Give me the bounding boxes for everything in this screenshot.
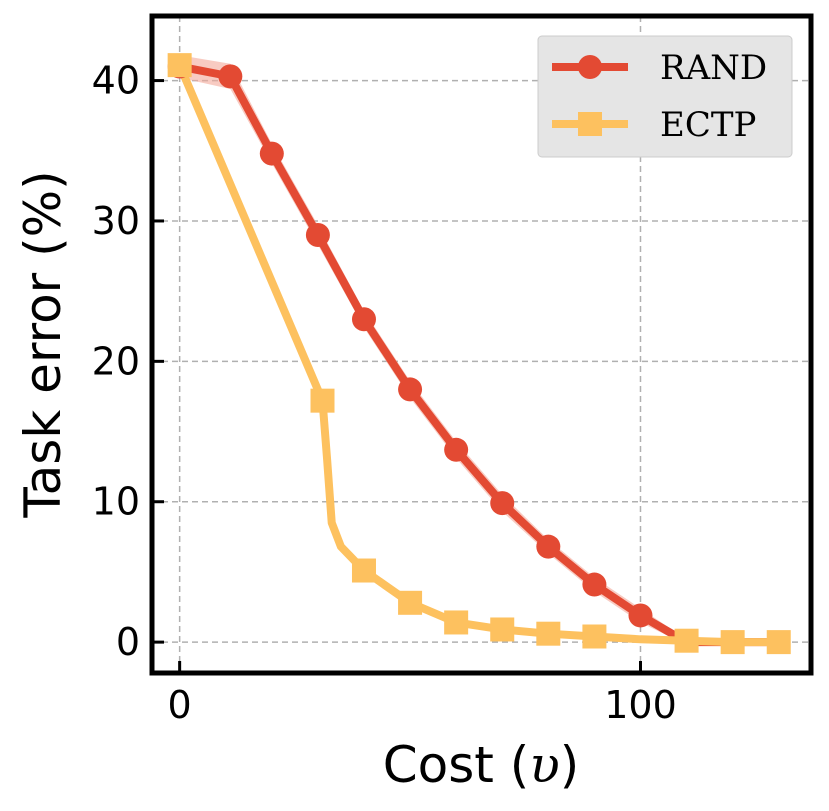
- y-axis-title: Task error (%): [14, 170, 72, 518]
- ectp-point: [167, 53, 192, 78]
- ectp-point: [720, 630, 745, 655]
- ectp-point: [398, 590, 423, 615]
- axis-ticks: 0 100 0 10 20 30 40: [92, 59, 677, 727]
- rand-point: [218, 64, 243, 89]
- rand-point: [398, 377, 423, 402]
- rand-point: [582, 572, 607, 597]
- rand-point: [444, 437, 469, 462]
- y-tick-label: 0: [116, 620, 140, 664]
- x-tick-label: 100: [604, 683, 677, 727]
- y-tick-label: 40: [92, 59, 140, 103]
- x-axis-title: Cost (υ): [383, 736, 579, 794]
- series-markers: [167, 53, 791, 655]
- ectp-point: [674, 628, 699, 653]
- ectp-point: [444, 610, 469, 635]
- ectp-point: [351, 558, 376, 583]
- rand-point: [351, 307, 376, 332]
- x-tick-label: 0: [168, 683, 192, 727]
- plot-frame: [149, 13, 814, 676]
- ectp-point: [582, 624, 607, 649]
- ectp-point: [310, 388, 335, 413]
- y-tick-label: 20: [92, 339, 140, 383]
- y-tick-label: 10: [92, 480, 140, 524]
- ectp-point: [490, 617, 515, 642]
- rand-point: [305, 223, 330, 247]
- legend: RAND ECTP: [537, 35, 793, 158]
- rand-point: [259, 141, 284, 166]
- ectp-point: [766, 630, 791, 655]
- rand-point: [490, 491, 515, 516]
- rand-legend-marker: [578, 55, 602, 79]
- y-tick-label: 30: [92, 199, 140, 243]
- ectp-point: [536, 621, 561, 646]
- rand-legend-label: RAND: [660, 48, 767, 88]
- rand-point: [536, 534, 561, 559]
- ectp-legend-label: ECTP: [660, 105, 756, 145]
- ectp-legend-marker: [578, 112, 602, 136]
- rand-point: [628, 603, 653, 628]
